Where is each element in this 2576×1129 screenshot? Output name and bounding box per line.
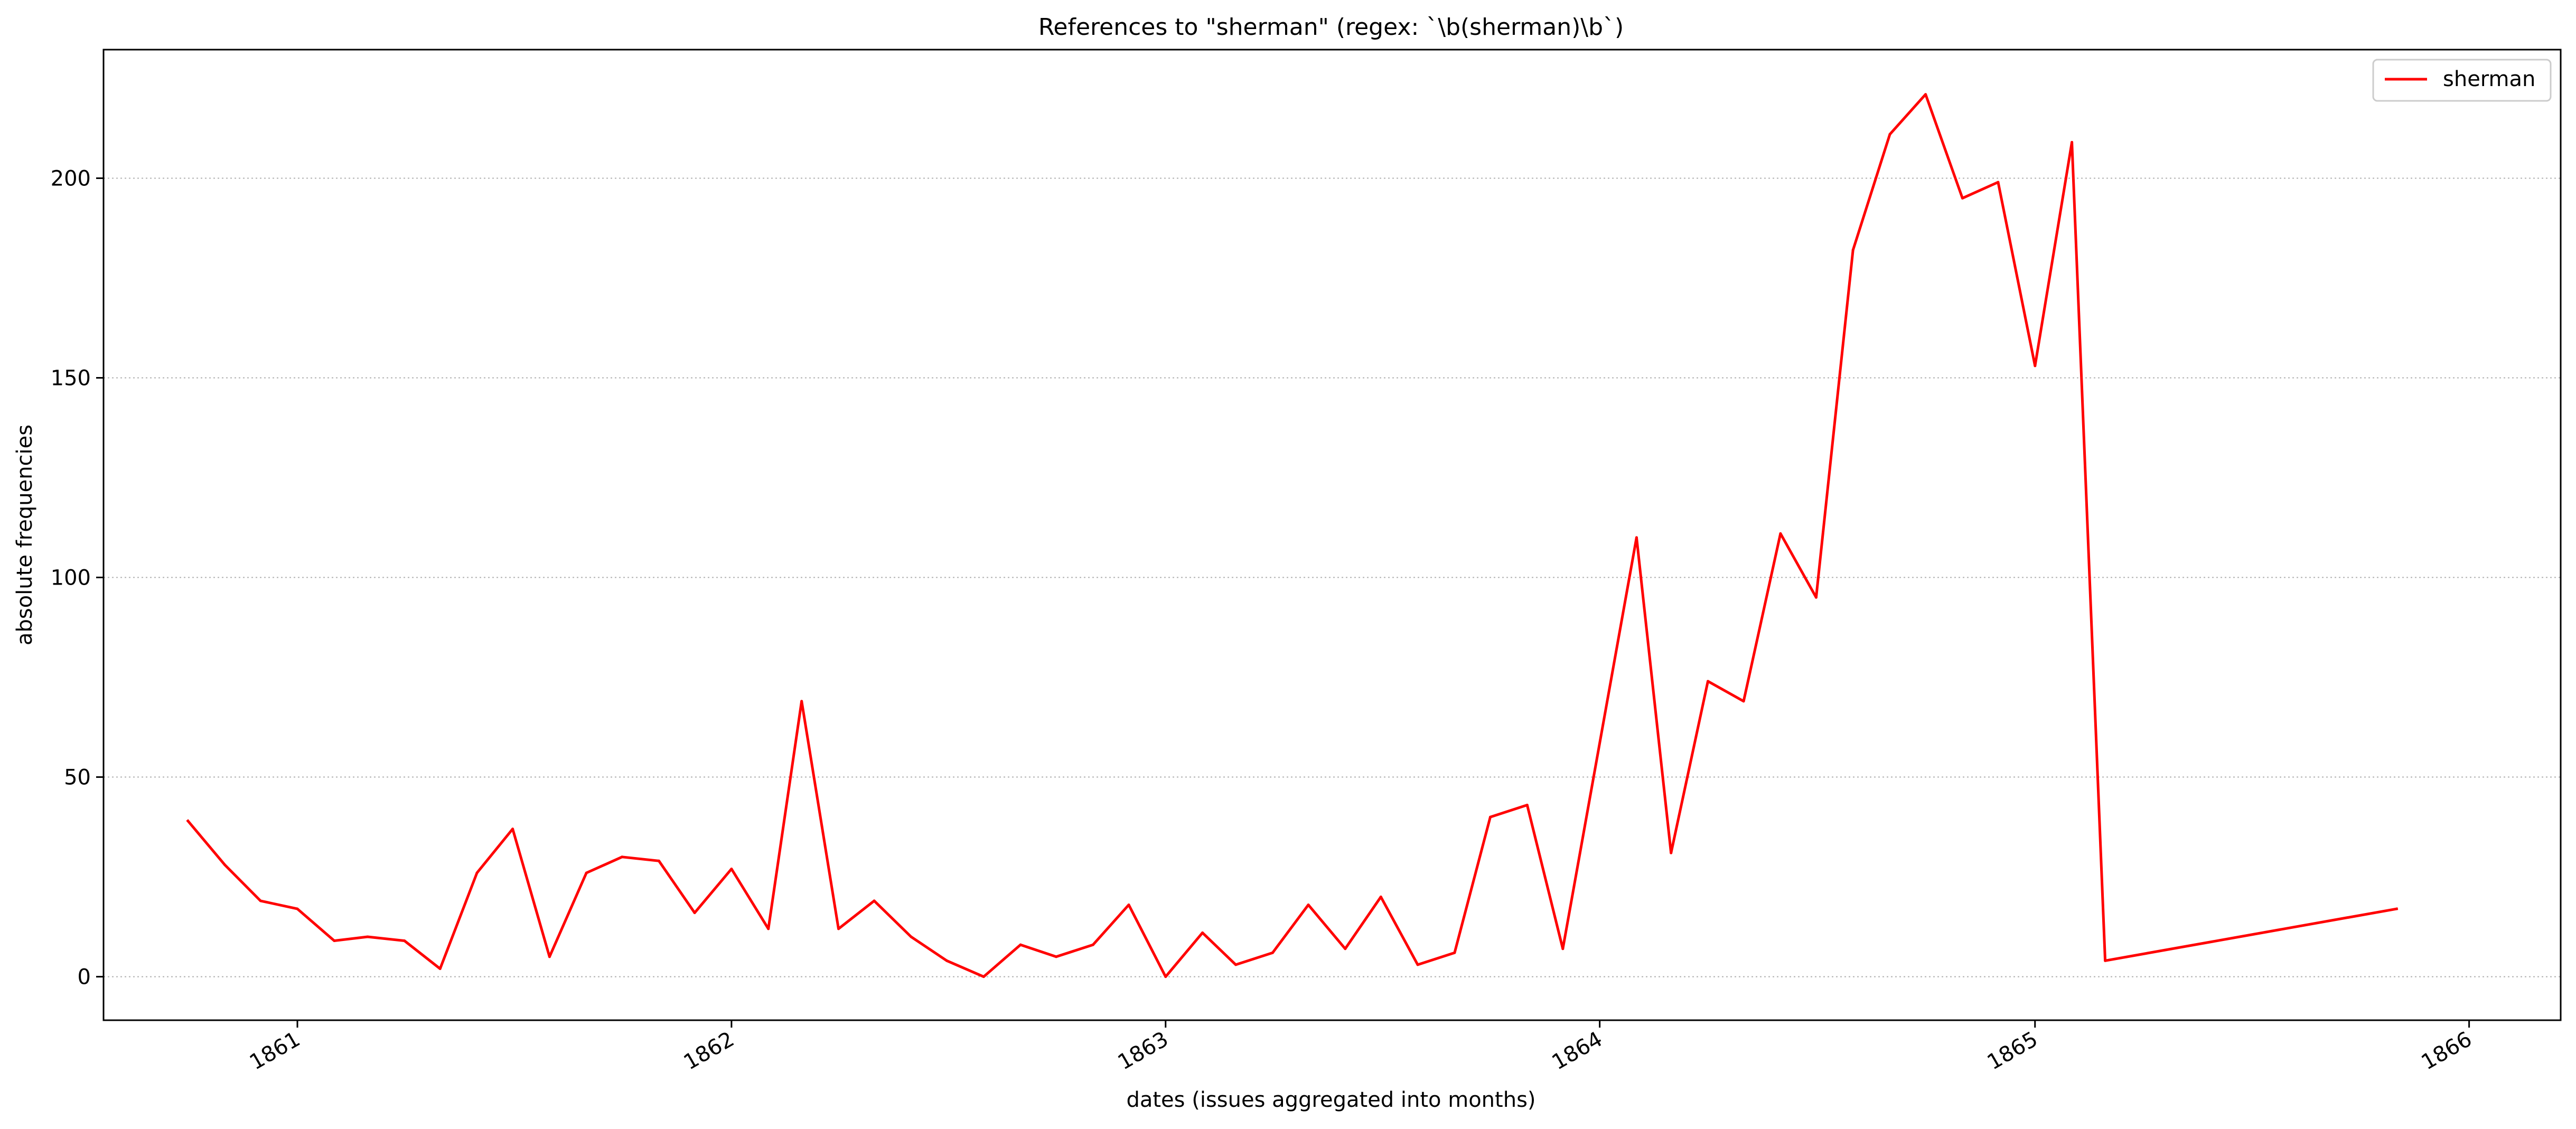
- data-point: [693, 911, 696, 915]
- data-point: [945, 959, 948, 962]
- series-layer: [186, 93, 2399, 979]
- data-point: [1127, 904, 1130, 906]
- y-tick-label: 200: [51, 166, 91, 191]
- plot-frame: [102, 49, 2562, 1021]
- data-point: [1961, 196, 1964, 200]
- data-point: [1344, 947, 1347, 951]
- data-point: [548, 955, 551, 958]
- data-point: [1997, 181, 2000, 184]
- data-point: [910, 935, 913, 938]
- series-line-sherman: [186, 93, 2399, 979]
- data-point: [837, 927, 840, 930]
- data-point: [658, 859, 660, 862]
- data-point: [621, 855, 624, 859]
- y-axis-label: absolute frequencies: [13, 425, 37, 645]
- data-point: [475, 871, 479, 874]
- data-point: [1055, 955, 1058, 958]
- data-point: [873, 899, 876, 902]
- y-tick-label: 100: [51, 566, 91, 590]
- data-point: [1019, 943, 1022, 946]
- data-point: [403, 939, 406, 942]
- data-point: [1888, 133, 1891, 136]
- data-point: [366, 935, 369, 938]
- data-point: [2071, 140, 2074, 144]
- data-point: [2395, 907, 2398, 910]
- data-point: [1091, 943, 1094, 946]
- data-point: [1164, 975, 1167, 979]
- data-point: [1561, 947, 1565, 951]
- data-point: [186, 820, 190, 823]
- data-point: [1707, 680, 1709, 683]
- data-point: [730, 868, 733, 870]
- data-point: [259, 899, 262, 902]
- data-point: [1234, 963, 1238, 966]
- data-point: [2034, 364, 2037, 368]
- data-point: [1742, 700, 1745, 703]
- y-tick-label: 150: [51, 366, 91, 390]
- legend-box: [2372, 59, 2552, 102]
- y-tick-label: 0: [78, 965, 91, 990]
- data-point: [1489, 815, 1492, 818]
- data-point: [2104, 959, 2107, 962]
- data-point: [1201, 931, 1204, 934]
- data-point: [1453, 951, 1456, 954]
- data-point: [1307, 904, 1310, 906]
- y-tick-label: 50: [64, 766, 91, 790]
- data-point: [223, 863, 227, 867]
- data-point: [1525, 804, 1529, 806]
- data-point: [511, 827, 514, 831]
- data-point: [1851, 249, 1854, 251]
- data-point: [1416, 963, 1419, 966]
- data-point: [1379, 895, 1382, 898]
- data-point: [767, 927, 770, 930]
- x-axis-label: dates (issues aggregated into months): [1126, 1088, 1535, 1112]
- data-point: [333, 939, 336, 942]
- data-point: [1814, 596, 1818, 599]
- data-point: [438, 967, 442, 970]
- data-point: [1924, 93, 1927, 96]
- legend: sherman: [2372, 59, 2552, 102]
- data-point: [296, 907, 299, 910]
- data-point: [1670, 851, 1673, 854]
- data-point: [982, 975, 985, 979]
- chart-title: References to "sherman" (regex: `\b(sher…: [1038, 14, 1624, 41]
- data-point: [585, 871, 588, 874]
- data-point: [1779, 532, 1782, 535]
- legend-label-sherman: sherman: [2443, 67, 2535, 91]
- data-point: [1271, 951, 1274, 954]
- data-point: [800, 700, 803, 703]
- y-axis: 0 50 100 150 200: [51, 166, 104, 990]
- data-point: [1635, 536, 1638, 539]
